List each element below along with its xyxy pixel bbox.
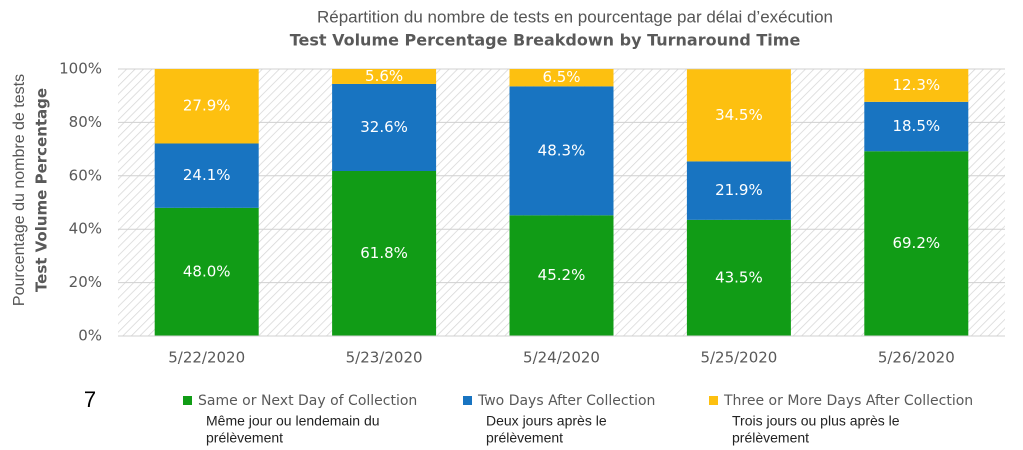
y-tick-label: 0% [78,327,102,345]
bar-segment [686,69,791,162]
data-label: 18.5% [892,117,940,135]
bar-segment [332,83,437,171]
data-label: 61.8% [360,244,408,262]
bar-segment [686,161,791,220]
data-label: 43.5% [715,268,763,286]
legend-label: Three or More Days After Collection [723,393,973,409]
data-label: 5.6% [365,67,403,85]
y-tick-label: 60% [69,166,102,184]
x-tick-label: 5/23/2020 [346,349,423,367]
chart-subtitle: Test Volume Percentage Breakdown by Turn… [290,31,801,50]
y-tick-label: 80% [69,113,102,131]
data-label: 34.5% [715,106,763,124]
bar-segment [864,151,969,336]
legend-swatch [183,396,192,405]
data-label: 21.9% [715,181,763,199]
bar-segment [864,69,969,102]
data-label: 48.3% [538,141,586,159]
bar-segment [154,207,259,336]
legend-label-fr: Deux jours après le [486,413,607,429]
legend-label-fr: Même jour ou lendemain du [206,413,380,429]
legend-label-fr: prélèvement [732,430,809,446]
data-label: 69.2% [892,234,940,252]
bar-segment [154,69,259,144]
bar-segment [686,219,791,336]
data-label: 32.6% [360,118,408,136]
legend-label: Two Days After Collection [477,393,655,409]
legend-label: Same or Next Day of Collection [198,393,417,409]
bar-segment [509,215,614,336]
bar-segment [509,69,614,87]
bar-segment [864,101,969,152]
x-tick-label: 5/25/2020 [700,349,777,367]
chart-title: Répartition du nombre de tests en pource… [317,7,833,26]
y-axis-label: Pourcentage du nombre de tests [11,74,28,306]
legend-label-fr: Trois jours ou plus après le [732,413,900,429]
data-label: 48.0% [183,262,231,280]
y-tick-label: 40% [69,220,102,238]
bar-segment [509,86,614,216]
data-label: 12.3% [892,76,940,94]
legend-swatch [709,396,718,405]
data-label: 6.5% [542,68,580,86]
legend-label-fr: prélèvement [206,430,283,446]
bar-segment [332,170,437,336]
bar-segment [154,143,259,208]
y-tick-label: 20% [69,273,102,291]
data-label: 24.1% [183,166,231,184]
x-tick-label: 5/24/2020 [523,349,600,367]
data-label: 27.9% [183,97,231,115]
page-number: 7 [84,387,96,412]
y-tick-label: 100% [59,60,102,78]
legend-swatch [463,396,472,405]
legend-label-fr: prélèvement [486,430,563,446]
y-axis-label-en: Test Volume Percentage [33,88,51,292]
bar-segment [332,69,437,84]
data-label: 45.2% [538,266,586,284]
x-tick-label: 5/22/2020 [168,349,245,367]
x-tick-label: 5/26/2020 [878,349,955,367]
